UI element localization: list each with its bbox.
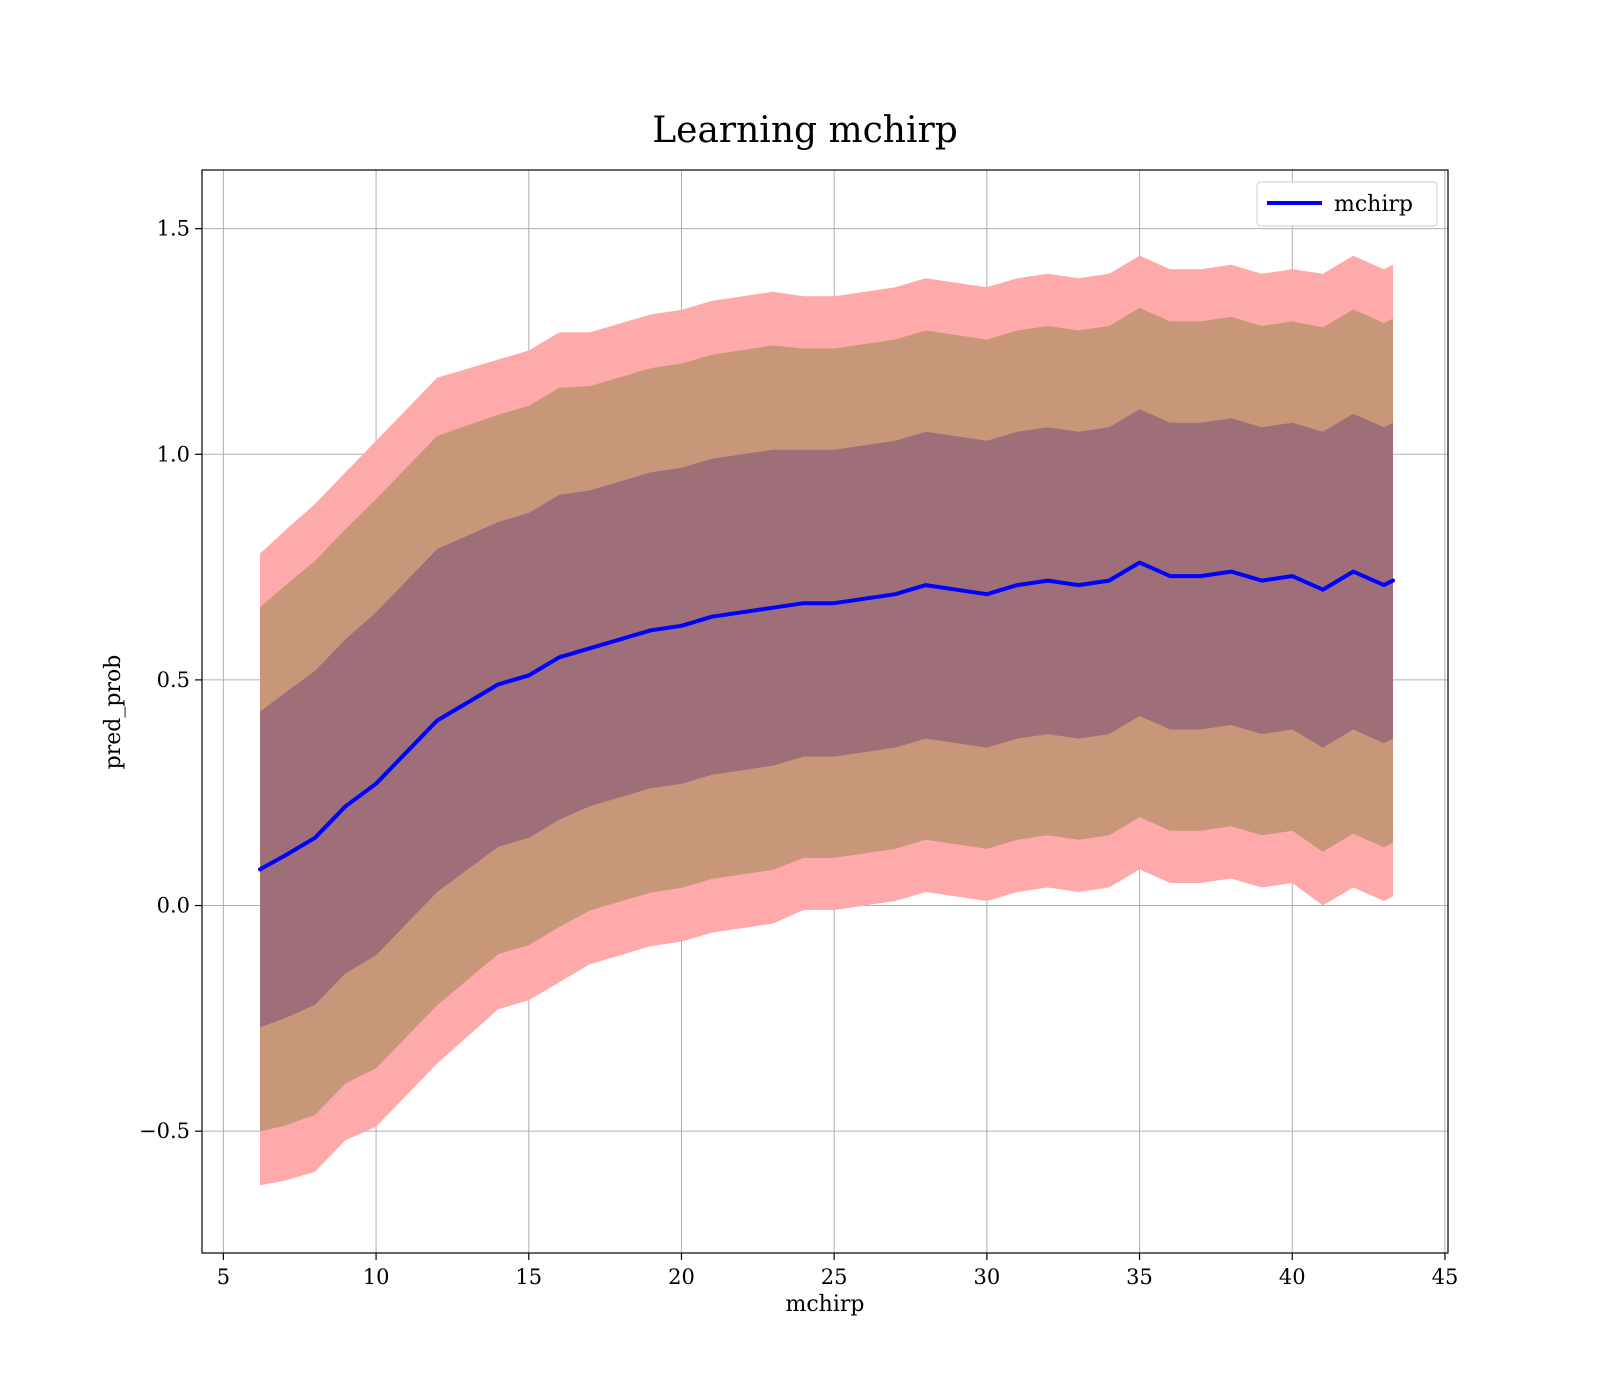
y-tick-label: 1.0	[157, 442, 190, 466]
x-tick-label: 35	[1126, 1265, 1153, 1289]
band-1-sigma	[260, 409, 1393, 1028]
x-tick-label: 40	[1279, 1265, 1306, 1289]
legend-box	[1256, 181, 1438, 227]
x-axis-label: mchirp	[786, 1292, 865, 1317]
x-tick-label: 45	[1432, 1265, 1459, 1289]
series-lines	[258, 560, 1395, 872]
y-axis-label: pred_prob	[101, 655, 126, 770]
plot-frame	[201, 169, 1449, 1254]
legend-entry-mchirp: mchirp	[1334, 192, 1413, 217]
series-line-mchirp	[258, 560, 1395, 872]
confidence-bands	[260, 255, 1393, 1186]
x-tick-label: 20	[668, 1265, 695, 1289]
y-axis-ticks: −0.5 0.0 0.5 1.0 1.5	[139, 217, 202, 1143]
y-tick-label: 0.5	[157, 668, 190, 692]
chart-title: Learning mchirp	[652, 110, 958, 151]
x-tick-label: 5	[217, 1265, 230, 1289]
y-tick-label: 0.0	[157, 894, 190, 918]
x-tick-label: 25	[821, 1265, 848, 1289]
y-tick-label: 1.5	[157, 217, 190, 241]
legend: mchirp	[1256, 181, 1438, 227]
x-tick-label: 30	[973, 1265, 1000, 1289]
x-tick-label: 10	[363, 1265, 390, 1289]
x-tick-label: 15	[515, 1265, 542, 1289]
x-axis-ticks: 5 10 15 20 25 30 35 40 45	[217, 1253, 1459, 1289]
y-tick-label: −0.5	[139, 1119, 190, 1143]
